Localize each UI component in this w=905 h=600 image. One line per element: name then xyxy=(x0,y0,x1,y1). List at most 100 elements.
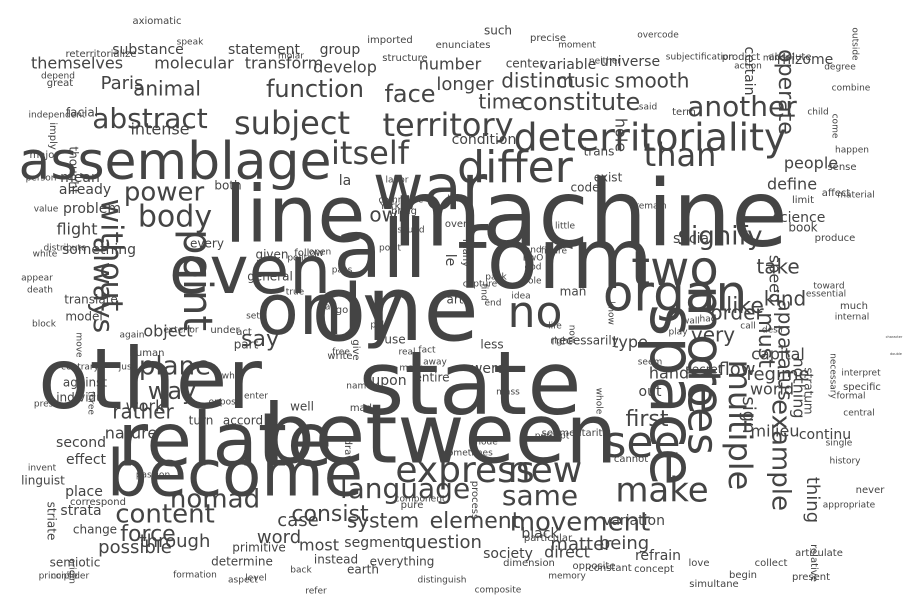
word: desir xyxy=(762,326,784,336)
word: through xyxy=(140,531,211,552)
word: capital xyxy=(751,345,805,364)
word: model xyxy=(65,310,102,324)
word: cannot xyxy=(614,454,648,465)
word: find xyxy=(479,283,489,300)
word: most xyxy=(299,536,339,555)
word: turn xyxy=(189,414,214,428)
word: formal xyxy=(837,392,866,402)
word: instead xyxy=(314,553,358,567)
word: moment xyxy=(558,41,596,51)
word: follow xyxy=(294,248,324,259)
word: flow xyxy=(718,359,755,380)
word: determine xyxy=(211,555,273,569)
word: exist xyxy=(594,171,623,185)
word: passion xyxy=(136,471,170,481)
word: again xyxy=(120,331,145,341)
word: variable xyxy=(540,57,596,73)
word: second xyxy=(56,435,106,451)
word: no xyxy=(508,287,563,338)
word: imported xyxy=(367,35,413,46)
word: figure xyxy=(541,247,568,257)
word: one xyxy=(311,257,478,362)
word: nothing xyxy=(790,357,809,418)
word: set xyxy=(246,312,260,322)
word: call xyxy=(740,322,755,332)
word: always xyxy=(87,237,120,333)
word: pass xyxy=(332,266,353,276)
word: line xyxy=(225,170,366,260)
word: specific xyxy=(843,382,881,393)
word: oppose xyxy=(209,398,242,408)
word: new xyxy=(508,450,582,491)
word: child xyxy=(807,108,828,118)
word: apparatus xyxy=(774,299,798,400)
word: even xyxy=(169,232,331,309)
word: regime xyxy=(746,364,809,385)
word: many xyxy=(460,239,471,267)
word: minor xyxy=(763,54,789,64)
word: sense xyxy=(827,162,856,173)
word: condition xyxy=(452,132,517,148)
word: function xyxy=(266,75,364,103)
word: without xyxy=(94,199,129,312)
word: certain xyxy=(741,47,757,96)
word: facial xyxy=(66,106,98,120)
word: contrary xyxy=(61,363,100,373)
word: interpret xyxy=(841,369,881,379)
word: come xyxy=(830,114,840,139)
word: essential xyxy=(806,290,846,300)
word: between xyxy=(263,387,618,482)
word: center xyxy=(506,57,545,71)
word: body xyxy=(138,200,212,235)
word: something xyxy=(62,242,136,258)
word: percept xyxy=(535,432,570,442)
word: movement xyxy=(510,508,651,538)
word: kind xyxy=(764,287,807,311)
word: distribute xyxy=(43,244,87,254)
word: person xyxy=(26,174,57,184)
word: relate xyxy=(118,398,333,484)
word: intense xyxy=(130,120,189,139)
word: product xyxy=(722,52,761,63)
word: animal xyxy=(133,77,201,101)
word: abstract xyxy=(92,102,208,135)
word: art xyxy=(447,293,464,307)
word: la xyxy=(339,173,351,189)
word: does xyxy=(679,355,728,455)
word: le xyxy=(442,254,458,267)
word: memory xyxy=(548,572,586,582)
word: entire xyxy=(414,371,449,385)
word: had xyxy=(700,315,717,325)
word: character xyxy=(886,335,903,339)
word: overcode xyxy=(637,31,679,41)
word: role xyxy=(524,277,542,287)
word: name xyxy=(346,382,372,392)
word: out xyxy=(639,384,662,400)
word: book xyxy=(788,221,817,235)
word: form xyxy=(457,210,653,308)
word: variation xyxy=(603,513,665,529)
word: flight xyxy=(56,220,97,239)
word: absolute xyxy=(769,52,812,63)
word: case xyxy=(277,510,318,531)
word: statement xyxy=(228,42,301,58)
word: express xyxy=(395,450,534,491)
word: component xyxy=(395,495,446,505)
word: music xyxy=(556,71,609,92)
word: upon xyxy=(371,373,406,389)
word: pure xyxy=(401,500,424,511)
word: polite xyxy=(287,254,313,264)
word: part xyxy=(234,338,259,352)
word: under xyxy=(210,325,240,336)
word: way xyxy=(148,377,197,405)
word: same xyxy=(502,479,578,512)
word: black xyxy=(521,526,559,542)
word: transform xyxy=(245,54,323,73)
word: segmentarity xyxy=(542,428,609,439)
word: axiomatic xyxy=(132,16,181,27)
word: smooth xyxy=(615,69,690,93)
word: possible xyxy=(98,537,172,558)
word: articulate xyxy=(795,548,843,559)
word: consider xyxy=(51,572,90,582)
